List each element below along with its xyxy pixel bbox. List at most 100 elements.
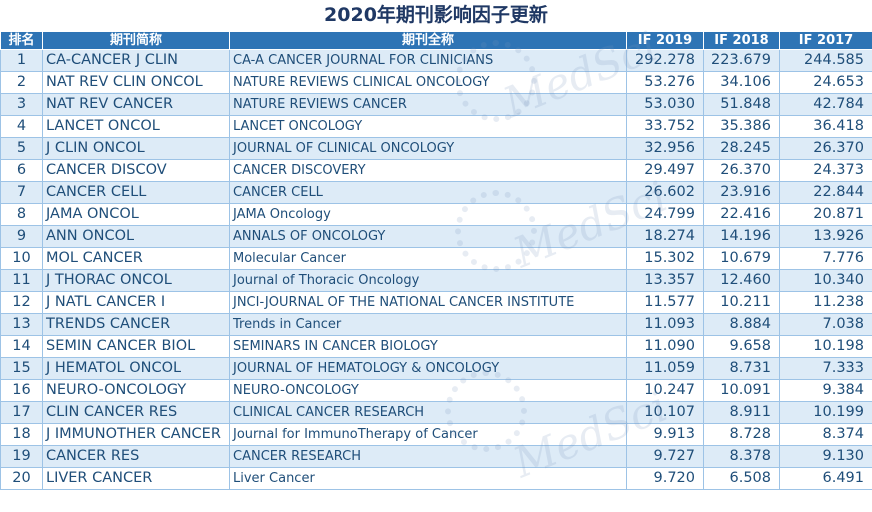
table-cell-if-2017: 11.238 [779,291,872,314]
table-row: 16 NEURO-ONCOLOGY NEURO-ONCOLOGY 10.247 10.0… [0,379,872,402]
table-cell-abbr: LIVER CANCER [42,467,230,490]
table-cell-abbr: CANCER RES [42,445,230,468]
table-cell-full-name: CANCER CELL [229,181,627,204]
table-cell-rank: 6 [0,159,43,182]
table-cell-rank: 9 [0,225,43,248]
header-rank: 排名 [0,31,43,50]
table-row: 10 MOL CANCER Molecular Cancer 15.302 10.679… [0,247,872,270]
table-cell-if-2019: 9.913 [626,423,704,446]
table-cell-if-2018: 10.679 [703,247,780,270]
table-cell-if-2019: 10.247 [626,379,704,402]
table-cell-if-2017: 13.926 [779,225,872,248]
table-cell-abbr: SEMIN CANCER BIOL [42,335,230,358]
table-cell-if-2017: 10.199 [779,401,872,424]
header-full-name: 期刊全称 [229,31,627,50]
table-cell-full-name: Trends in Cancer [229,313,627,336]
table-cell-abbr: CANCER DISCOV [42,159,230,182]
table-cell-if-2017: 26.370 [779,137,872,160]
table-cell-if-2017: 10.198 [779,335,872,358]
table-cell-abbr: TRENDS CANCER [42,313,230,336]
page-title: 2020年期刊影响因子更新 [324,4,548,26]
table-cell-rank: 13 [0,313,43,336]
table-cell-full-name: NEURO-ONCOLOGY [229,379,627,402]
table-cell-if-2017: 9.130 [779,445,872,468]
table-cell-if-2018: 35.386 [703,115,780,138]
table-cell-if-2018: 23.916 [703,181,780,204]
table-cell-abbr: CLIN CANCER RES [42,401,230,424]
table-row: 11 J THORAC ONCOL Journal of Thoracic Onco… [0,269,872,292]
table-cell-if-2018: 223.679 [703,49,780,72]
table-cell-abbr: J IMMUNOTHER CANCER [42,423,230,446]
table-cell-abbr: NAT REV CLIN ONCOL [42,71,230,94]
table-cell-full-name: Journal for ImmunoTherapy of Cancer [229,423,627,446]
table-cell-rank: 3 [0,93,43,116]
table-cell-if-2018: 6.508 [703,467,780,490]
table-cell-if-2017: 10.340 [779,269,872,292]
table-cell-if-2018: 28.245 [703,137,780,160]
table-cell-if-2018: 34.106 [703,71,780,94]
table-cell-abbr: J CLIN ONCOL [42,137,230,160]
table-row: 19 CANCER RES CANCER RESEARCH 9.727 8.378 9.1… [0,445,872,468]
table-cell-if-2018: 9.658 [703,335,780,358]
table-row: 2 NAT REV CLIN ONCOL NATURE REVIEWS CLINIC… [0,71,872,94]
header-if-2019: IF 2019 [626,31,704,50]
table-cell-rank: 5 [0,137,43,160]
table-cell-if-2018: 51.848 [703,93,780,116]
table-cell-if-2019: 292.278 [626,49,704,72]
table-cell-if-2018: 8.911 [703,401,780,424]
table-cell-abbr: LANCET ONCOL [42,115,230,138]
table-cell-if-2019: 11.090 [626,335,704,358]
table-row: 3 NAT REV CANCER NATURE REVIEWS CANCER 53.0… [0,93,872,116]
table-cell-abbr: NAT REV CANCER [42,93,230,116]
table-cell-if-2019: 11.059 [626,357,704,380]
table-cell-if-2019: 13.357 [626,269,704,292]
journal-if-table: 排名 期刊简称 期刊全称 IF 2019 IF 2018 IF 2017 1 CA… [0,31,872,490]
table-cell-rank: 1 [0,49,43,72]
table-row: 20 LIVER CANCER Liver Cancer 9.720 6.508 6.49… [0,467,872,490]
table-cell-if-2019: 53.276 [626,71,704,94]
table-cell-abbr: JAMA ONCOL [42,203,230,226]
table-cell-if-2017: 7.333 [779,357,872,380]
table-cell-rank: 12 [0,291,43,314]
table-cell-rank: 10 [0,247,43,270]
table-cell-if-2019: 18.274 [626,225,704,248]
table-cell-full-name: Journal of Thoracic Oncology [229,269,627,292]
table-cell-if-2018: 8.728 [703,423,780,446]
table-cell-rank: 14 [0,335,43,358]
header-if-2017: IF 2017 [779,31,872,50]
table-cell-if-2018: 8.884 [703,313,780,336]
table-cell-if-2018: 8.731 [703,357,780,380]
table-row: 1 CA-CANCER J CLIN CA-A CANCER JOURNAL FOR… [0,49,872,72]
table-cell-if-2019: 33.752 [626,115,704,138]
table-cell-if-2017: 7.038 [779,313,872,336]
table-cell-full-name: JNCI-JOURNAL OF THE NATIONAL CANCER INST… [229,291,627,314]
table-cell-if-2017: 24.373 [779,159,872,182]
table-cell-full-name: Liver Cancer [229,467,627,490]
table-cell-if-2017: 42.784 [779,93,872,116]
table-cell-if-2019: 11.577 [626,291,704,314]
table-cell-full-name: CLINICAL CANCER RESEARCH [229,401,627,424]
table-cell-full-name: NATURE REVIEWS CANCER [229,93,627,116]
table-cell-rank: 18 [0,423,43,446]
table-row: 14 SEMIN CANCER BIOL SEMINARS IN CANCER BI… [0,335,872,358]
table-cell-if-2017: 244.585 [779,49,872,72]
table-row: 13 TRENDS CANCER Trends in Cancer 11.093 8.8… [0,313,872,336]
table-cell-rank: 7 [0,181,43,204]
table-cell-if-2017: 36.418 [779,115,872,138]
table-cell-full-name: LANCET ONCOLOGY [229,115,627,138]
table-body: 1 CA-CANCER J CLIN CA-A CANCER JOURNAL FOR… [0,49,872,490]
table-cell-rank: 17 [0,401,43,424]
table-row: 17 CLIN CANCER RES CLINICAL CANCER RESEARC… [0,401,872,424]
table-cell-full-name: CA-A CANCER JOURNAL FOR CLINICIANS [229,49,627,72]
table-cell-rank: 11 [0,269,43,292]
table-cell-full-name: CANCER RESEARCH [229,445,627,468]
table-row: 8 JAMA ONCOL JAMA Oncology 24.799 22.416 20.8… [0,203,872,226]
table-cell-if-2019: 53.030 [626,93,704,116]
table-cell-full-name: Molecular Cancer [229,247,627,270]
table-cell-if-2018: 10.091 [703,379,780,402]
table-cell-abbr: CANCER CELL [42,181,230,204]
table-cell-full-name: ANNALS OF ONCOLOGY [229,225,627,248]
table-cell-if-2017: 8.374 [779,423,872,446]
table-cell-if-2017: 24.653 [779,71,872,94]
